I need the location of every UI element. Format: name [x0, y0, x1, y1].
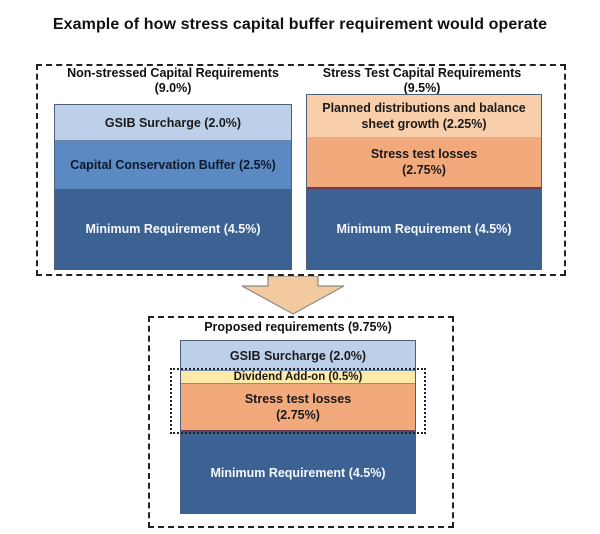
planned-distributions-block: Planned distributions and balance sheet …: [307, 95, 541, 137]
proposed-stress-losses-line1: Stress test losses: [244, 392, 352, 406]
stress-test-losses-line2: (2.75%): [402, 163, 446, 177]
stress-test-heading: Stress Test Capital Requirements (9.5%): [304, 66, 540, 96]
proposed-heading: Proposed requirements (9.75%): [204, 320, 392, 334]
planned-distributions-line1: Planned distributions and balance: [322, 101, 526, 115]
capital-conservation-buffer-block: Capital Conservation Buffer (2.5%): [55, 141, 291, 189]
dividend-add-on-block: Dividend Add-on (0.5%): [181, 371, 415, 384]
gsib-surcharge-block: GSIB Surcharge (2.0%): [55, 105, 291, 141]
proposed-requirements-box: [148, 316, 454, 528]
planned-distributions-line2: sheet growth (2.25%): [361, 117, 487, 131]
stress-test-losses-block: Stress test losses (2.75%): [307, 137, 541, 187]
top-comparison-box: [36, 64, 566, 276]
non-stressed-heading: Non-stressed Capital Requirements (9.0%): [52, 66, 294, 96]
proposed-gsib-block: GSIB Surcharge (2.0%): [181, 341, 415, 371]
stress-test-heading-line1: Stress Test Capital Requirements: [322, 66, 522, 80]
down-arrow-icon: [241, 276, 345, 315]
stress-losses-divider: [307, 187, 541, 189]
minimum-requirement-block: Minimum Requirement (4.5%): [55, 189, 291, 269]
proposed-stress-losses-block: Stress test losses (2.75%): [181, 384, 415, 430]
proposed-stress-losses-line2: (2.75%): [276, 408, 320, 422]
stress-test-heading-line2: (9.5%): [403, 81, 441, 95]
proposed-minimum-requirement-block: Minimum Requirement (4.5%): [181, 432, 415, 513]
non-stressed-heading-line1: Non-stressed Capital Requirements: [67, 66, 279, 80]
proposed-losses-divider: [181, 430, 415, 432]
stress-test-losses-line1: Stress test losses: [370, 147, 478, 161]
non-stressed-heading-line2: (9.0%): [154, 81, 192, 95]
stress-capital-buffer-outline: [170, 368, 426, 434]
proposed-stack: GSIB Surcharge (2.0%) Dividend Add-on (0…: [180, 340, 416, 514]
stress-test-stack: Planned distributions and balance sheet …: [306, 94, 542, 270]
non-stressed-stack: GSIB Surcharge (2.0%) Capital Conservati…: [54, 104, 292, 270]
diagram-title: Example of how stress capital buffer req…: [52, 16, 548, 33]
stress-minimum-requirement-block: Minimum Requirement (4.5%): [307, 189, 541, 269]
